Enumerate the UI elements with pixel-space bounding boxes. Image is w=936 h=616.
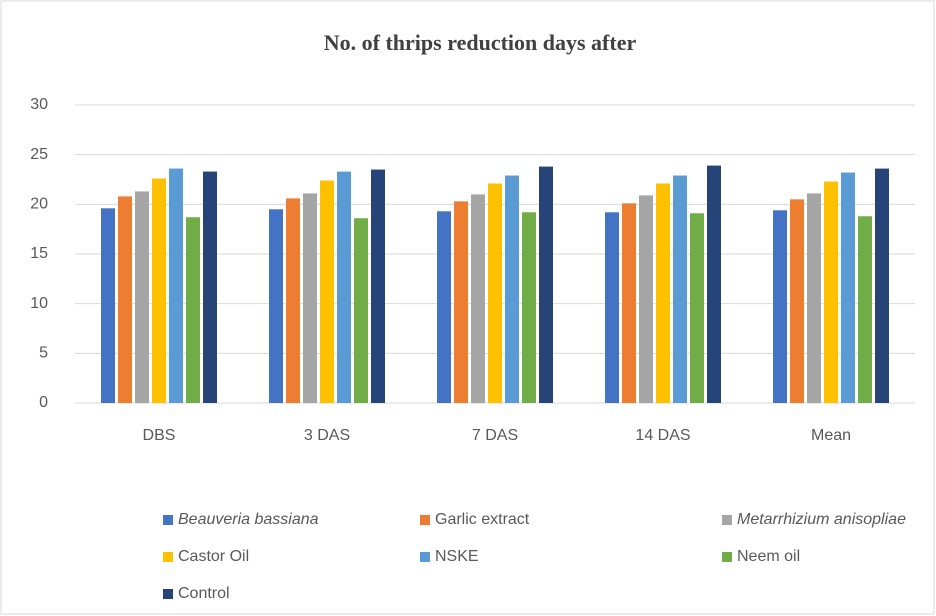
bar bbox=[841, 172, 855, 403]
legend-label: Castor Oil bbox=[178, 548, 249, 565]
legend-swatch bbox=[163, 589, 173, 599]
bar bbox=[186, 217, 200, 403]
bar bbox=[337, 171, 351, 403]
bar bbox=[807, 193, 821, 403]
bar bbox=[622, 203, 636, 403]
y-tick-label: 0 bbox=[39, 394, 48, 411]
bar bbox=[539, 166, 553, 403]
bar bbox=[320, 180, 334, 403]
bar bbox=[101, 208, 115, 403]
legend-label: Neem oil bbox=[737, 548, 800, 565]
bar bbox=[522, 212, 536, 403]
bar bbox=[824, 181, 838, 403]
bar bbox=[605, 212, 619, 403]
legend-swatch bbox=[420, 552, 430, 562]
legend-swatch bbox=[722, 515, 732, 525]
y-tick-label: 10 bbox=[30, 295, 48, 312]
bar bbox=[169, 168, 183, 403]
bar bbox=[371, 169, 385, 403]
bar bbox=[286, 198, 300, 403]
legend-swatch bbox=[163, 515, 173, 525]
legend-label: Control bbox=[178, 585, 230, 602]
bar bbox=[707, 165, 721, 403]
bar bbox=[269, 209, 283, 403]
x-tick-label: DBS bbox=[143, 427, 176, 444]
bar bbox=[875, 168, 889, 403]
x-tick-label: 3 DAS bbox=[304, 427, 350, 444]
chart-title: No. of thrips reduction days after bbox=[324, 30, 637, 55]
legend-label: Metarrhizium anisopliae bbox=[737, 511, 906, 528]
bar bbox=[152, 178, 166, 403]
bar bbox=[303, 193, 317, 403]
legend-label: Garlic extract bbox=[435, 511, 530, 528]
bar bbox=[118, 196, 132, 403]
x-tick-label: 14 DAS bbox=[635, 427, 690, 444]
bar bbox=[454, 201, 468, 403]
bar bbox=[471, 194, 485, 403]
legend-swatch bbox=[163, 552, 173, 562]
bar bbox=[858, 216, 872, 403]
bar bbox=[773, 210, 787, 403]
y-tick-label: 5 bbox=[39, 345, 48, 362]
y-tick-label: 30 bbox=[30, 96, 48, 113]
bar bbox=[790, 199, 804, 403]
x-tick-label: 7 DAS bbox=[472, 427, 518, 444]
bar bbox=[135, 191, 149, 403]
legend-swatch bbox=[722, 552, 732, 562]
bar bbox=[639, 195, 653, 403]
bar bbox=[437, 211, 451, 403]
bar bbox=[354, 218, 368, 403]
bar bbox=[673, 175, 687, 403]
bar bbox=[656, 183, 670, 403]
bar bbox=[505, 175, 519, 403]
y-tick-label: 25 bbox=[30, 146, 48, 163]
bar bbox=[203, 171, 217, 403]
bar bbox=[690, 213, 704, 403]
y-tick-label: 20 bbox=[30, 196, 48, 213]
legend-label: Beauveria bassiana bbox=[178, 511, 319, 528]
legend-label: NSKE bbox=[435, 548, 479, 565]
x-tick-label: Mean bbox=[811, 427, 851, 444]
y-tick-label: 15 bbox=[30, 245, 48, 262]
legend-swatch bbox=[420, 515, 430, 525]
bar bbox=[488, 183, 502, 403]
